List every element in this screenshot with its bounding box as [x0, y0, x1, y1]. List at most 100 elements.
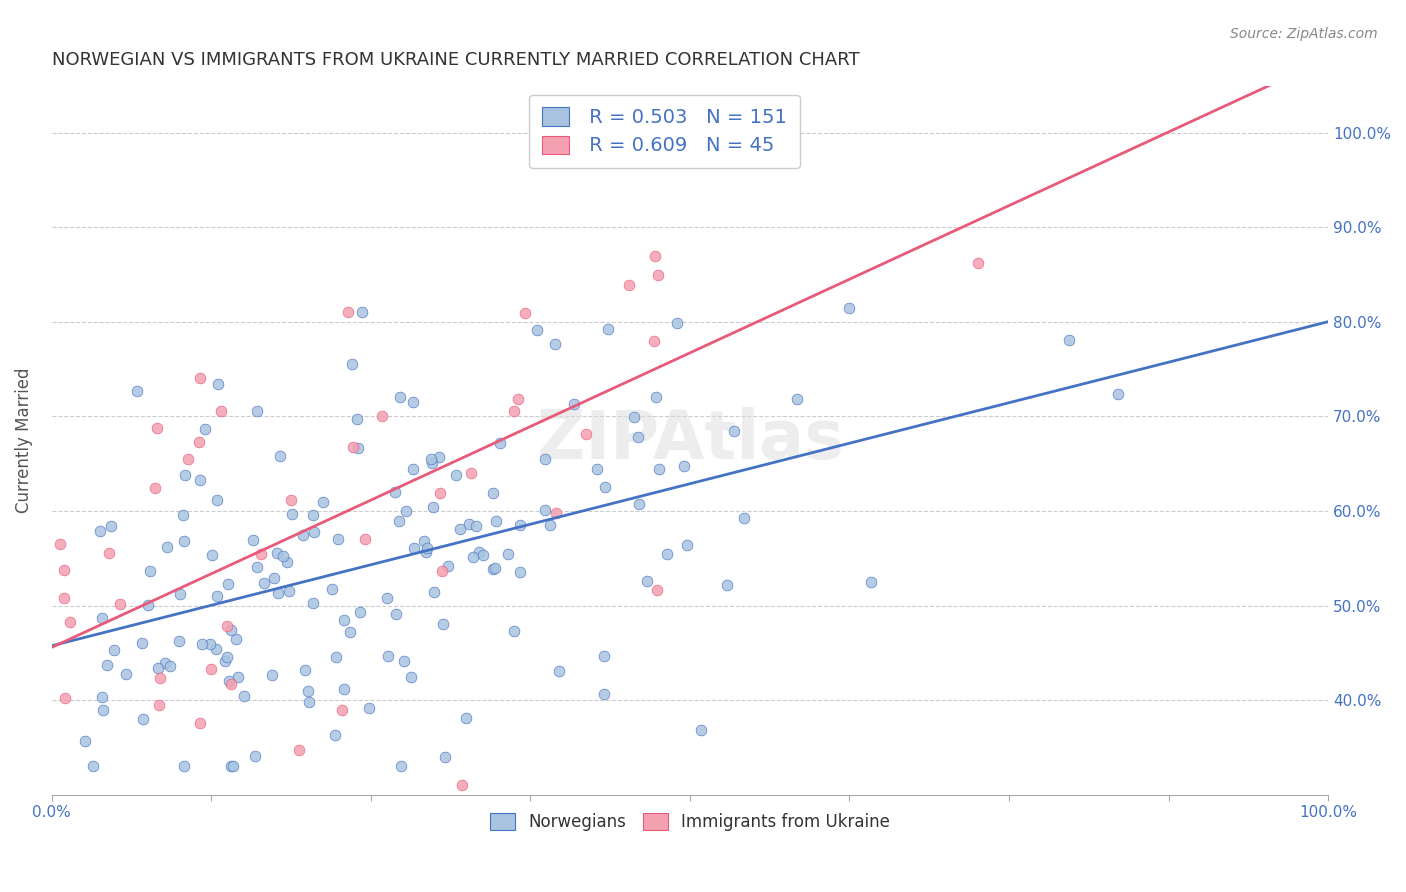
- Point: [143, 482, 166, 496]
- Point: [209, 404, 232, 418]
- Point: [419, 452, 441, 467]
- Point: [1108, 387, 1130, 401]
- Point: [534, 452, 557, 467]
- Point: [159, 659, 181, 673]
- Point: [103, 642, 125, 657]
- Point: [200, 662, 222, 676]
- Point: [432, 617, 454, 632]
- Point: [292, 528, 315, 542]
- Point: [451, 778, 474, 792]
- Point: [89, 524, 111, 538]
- Point: [302, 508, 325, 522]
- Point: [460, 466, 482, 480]
- Point: [266, 546, 288, 560]
- Point: [53, 691, 76, 706]
- Point: [716, 577, 738, 591]
- Point: [860, 574, 883, 589]
- Point: [207, 589, 229, 603]
- Point: [389, 759, 412, 773]
- Point: [173, 534, 195, 549]
- Point: [153, 656, 176, 670]
- Point: [333, 613, 356, 627]
- Point: [346, 412, 368, 426]
- Point: [456, 711, 478, 725]
- Point: [509, 565, 531, 579]
- Point: [59, 615, 82, 629]
- Point: [503, 624, 526, 638]
- Point: [534, 503, 557, 517]
- Point: [375, 591, 398, 605]
- Point: [125, 384, 148, 398]
- Point: [593, 649, 616, 664]
- Point: [838, 301, 860, 315]
- Point: [657, 547, 679, 561]
- Point: [399, 670, 422, 684]
- Point: [733, 511, 755, 525]
- Point: [148, 671, 170, 685]
- Point: [246, 403, 269, 417]
- Point: [173, 759, 195, 773]
- Text: Source: ZipAtlas.com: Source: ZipAtlas.com: [1230, 27, 1378, 41]
- Point: [321, 582, 343, 596]
- Point: [467, 545, 489, 559]
- Point: [232, 690, 254, 704]
- Point: [352, 305, 374, 319]
- Point: [276, 555, 298, 569]
- Point: [297, 684, 319, 698]
- Point: [786, 392, 808, 406]
- Point: [673, 458, 696, 473]
- Point: [326, 532, 349, 546]
- Point: [207, 376, 229, 391]
- Point: [91, 703, 114, 717]
- Point: [506, 392, 529, 407]
- Point: [217, 577, 239, 591]
- Point: [228, 670, 250, 684]
- Point: [392, 654, 415, 668]
- Point: [645, 583, 668, 598]
- Point: [371, 409, 394, 424]
- Point: [217, 650, 239, 665]
- Point: [636, 574, 658, 588]
- Point: [172, 508, 194, 523]
- Point: [544, 337, 567, 351]
- Point: [449, 522, 471, 536]
- Point: [503, 404, 526, 418]
- Point: [538, 518, 561, 533]
- Point: [204, 641, 226, 656]
- Point: [458, 516, 481, 531]
- Point: [489, 435, 512, 450]
- Point: [342, 440, 364, 454]
- Point: [422, 584, 444, 599]
- Point: [339, 625, 361, 640]
- Point: [471, 548, 494, 562]
- Point: [49, 537, 72, 551]
- Point: [146, 421, 169, 435]
- Point: [340, 357, 363, 371]
- Point: [156, 541, 179, 555]
- Point: [148, 698, 170, 713]
- Point: [332, 681, 354, 696]
- Point: [627, 497, 650, 511]
- Point: [312, 495, 335, 509]
- Point: [617, 278, 640, 293]
- Point: [1057, 334, 1080, 348]
- Point: [245, 560, 267, 574]
- Point: [136, 599, 159, 613]
- Point: [385, 607, 408, 621]
- Point: [596, 322, 619, 336]
- Point: [301, 596, 323, 610]
- Point: [242, 533, 264, 547]
- Point: [62, 806, 84, 821]
- Point: [485, 514, 508, 528]
- Legend: Norwegians, Immigrants from Ukraine: Norwegians, Immigrants from Ukraine: [478, 802, 901, 843]
- Point: [593, 480, 616, 494]
- Point: [430, 564, 453, 578]
- Point: [190, 637, 212, 651]
- Point: [250, 547, 273, 561]
- Point: [139, 564, 162, 578]
- Point: [271, 549, 294, 563]
- Point: [75, 734, 97, 748]
- Point: [169, 633, 191, 648]
- Point: [437, 559, 460, 574]
- Point: [294, 663, 316, 677]
